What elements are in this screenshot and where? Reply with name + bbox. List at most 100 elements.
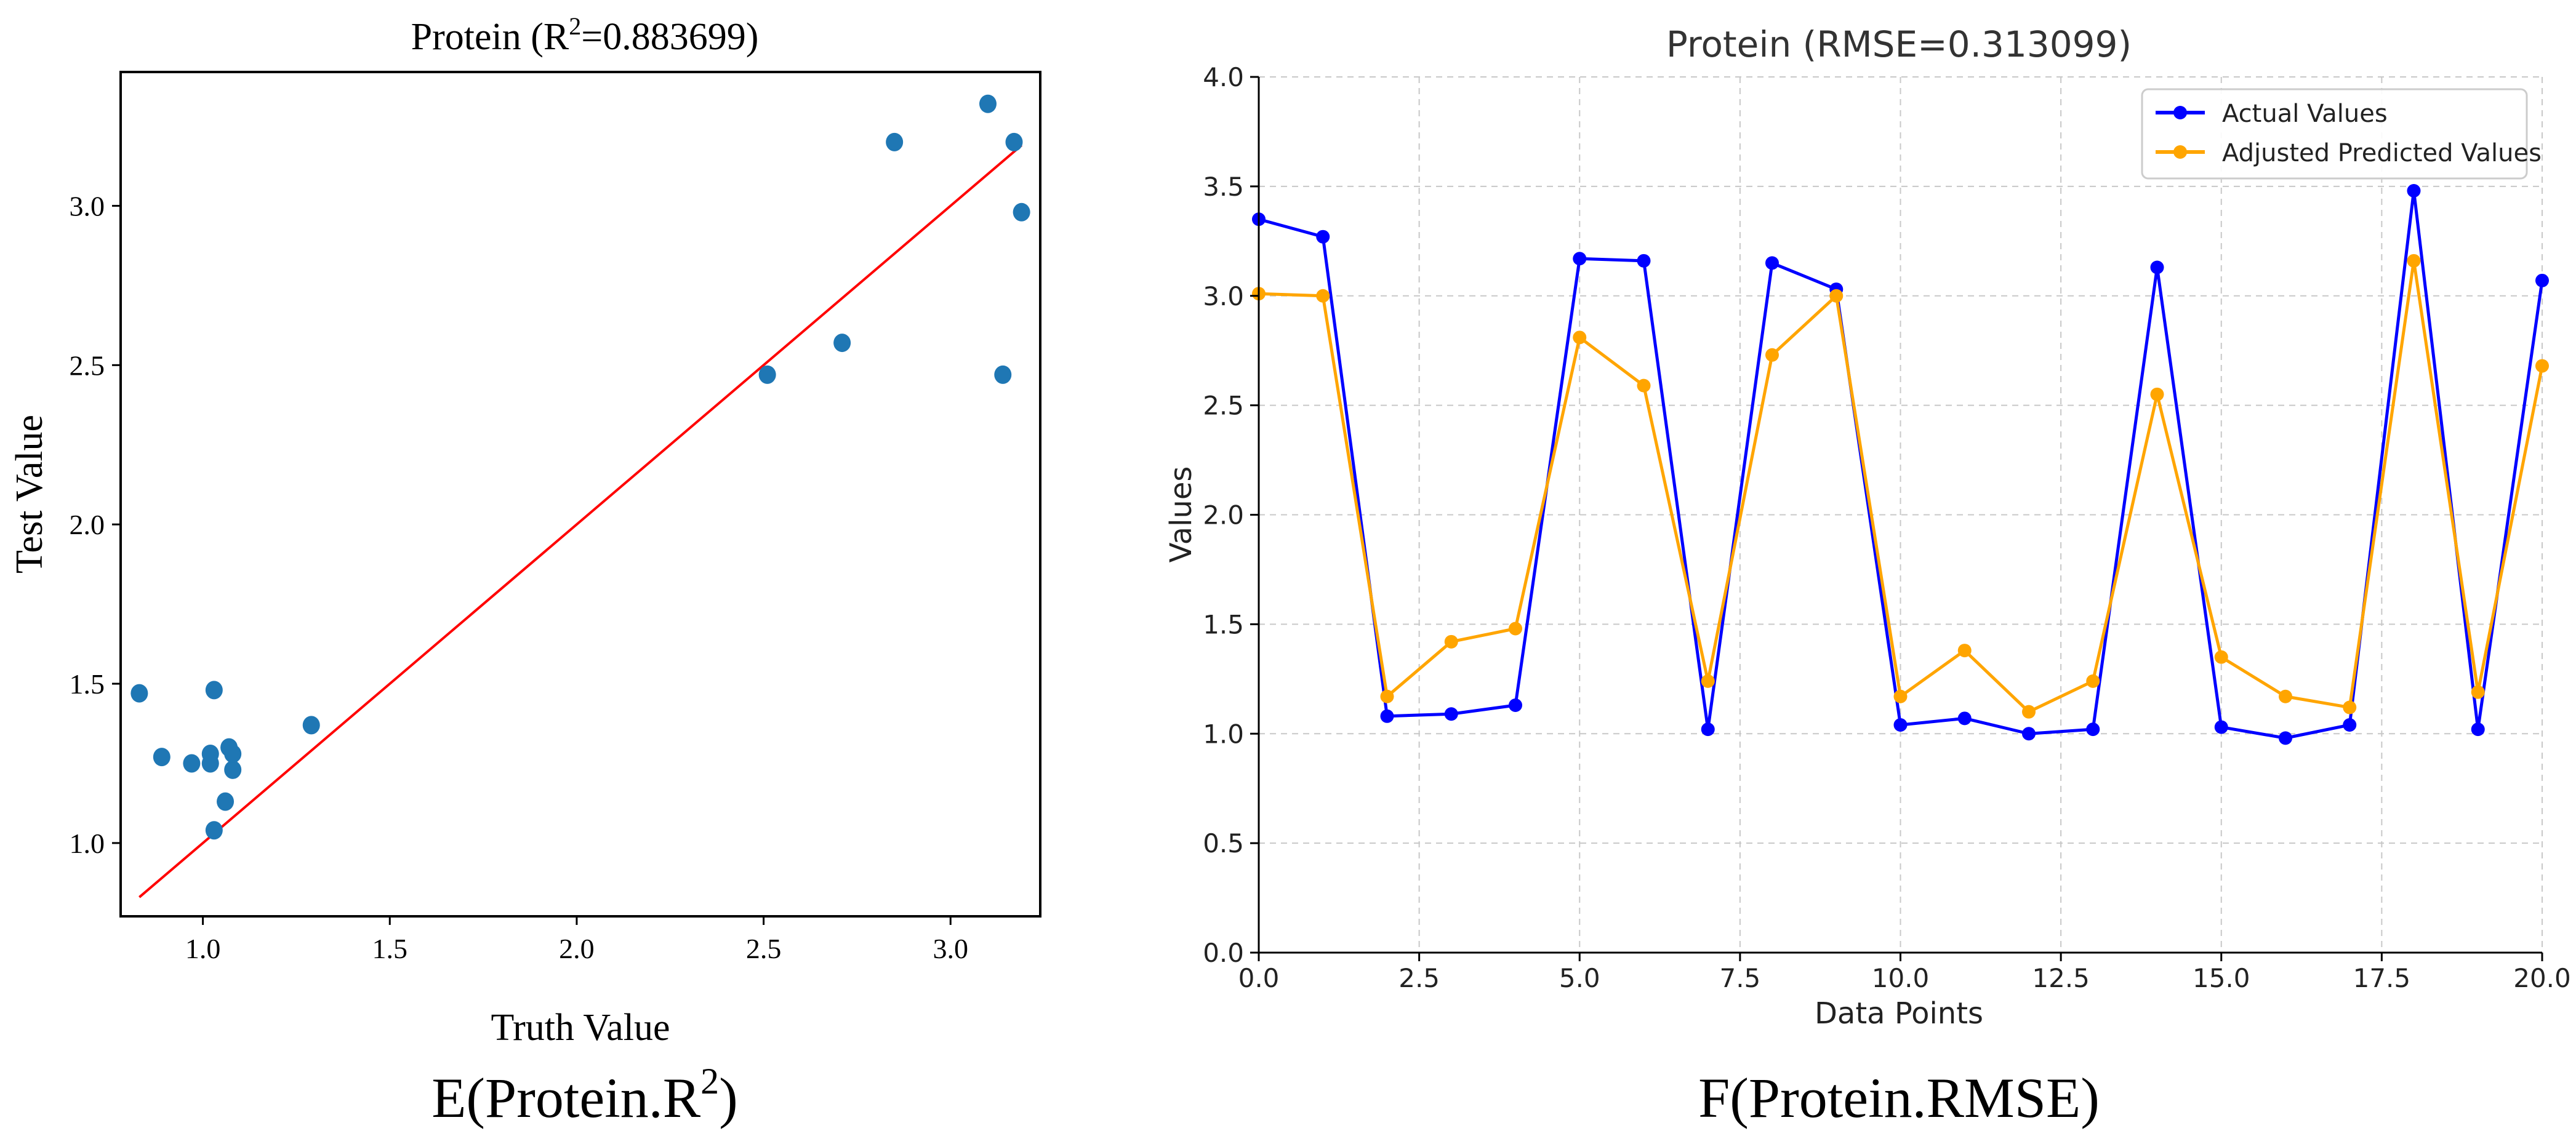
series-point-actual-values [1637, 254, 1651, 268]
scatter-point [224, 760, 242, 779]
scatter-point [130, 684, 148, 703]
scatter-point [994, 365, 1012, 384]
scatter-caption: E(Protein.R2) [431, 1061, 738, 1129]
series-point-actual-values [2279, 731, 2292, 745]
series-point-adjusted-predicted-values [2343, 700, 2357, 714]
scatter-point [201, 754, 219, 773]
fit-line [138, 144, 1022, 898]
scatter-point [1005, 132, 1023, 151]
series-point-adjusted-predicted-values [2535, 359, 2549, 373]
series-point-adjusted-predicted-values [2150, 387, 2164, 401]
line-y-tick-label: 0.0 [1203, 938, 1244, 968]
series-point-adjusted-predicted-values [2214, 650, 2228, 664]
scatter-point [205, 821, 223, 840]
line-x-label: Data Points [1815, 996, 1983, 1031]
series-point-actual-values [1380, 709, 1394, 723]
series-point-actual-values [2022, 727, 2036, 741]
series-point-actual-values [1444, 707, 1458, 721]
scatter-y-tick-label: 2.0 [70, 509, 105, 540]
scatter-y-label: Test Value [9, 415, 50, 574]
scatter-point [1013, 202, 1030, 222]
scatter-x-tick-label: 2.0 [559, 933, 595, 964]
series-point-adjusted-predicted-values [2407, 254, 2421, 268]
scatter-y-tick-label: 1.5 [70, 668, 105, 700]
line-series-group [1252, 183, 2549, 745]
series-point-adjusted-predicted-values [2471, 685, 2485, 699]
series-point-adjusted-predicted-values [2279, 689, 2292, 703]
series-point-adjusted-predicted-values [1829, 289, 1844, 303]
series-point-adjusted-predicted-values [1765, 348, 1779, 362]
series-point-adjusted-predicted-values [1957, 644, 1972, 658]
series-point-adjusted-predicted-values [1637, 378, 1651, 393]
series-point-adjusted-predicted-values [1444, 634, 1458, 649]
series-point-adjusted-predicted-values [1316, 289, 1330, 303]
series-point-adjusted-predicted-values [1893, 689, 1908, 703]
line-y-tick-label: 4.0 [1203, 62, 1244, 92]
series-point-actual-values [2086, 722, 2100, 737]
line-x-tick-label: 20.0 [2513, 963, 2571, 993]
series-point-actual-values [1509, 698, 1522, 713]
scatter-plot-frame [119, 71, 1041, 918]
line-title: Protein (RMSE=0.313099) [1666, 23, 2132, 65]
scatter-plot-area [130, 94, 1030, 898]
line-y-tick-label: 1.0 [1203, 719, 1244, 749]
scatter-x-axis: 1.0 1.5 2.0 2.5 3.0 [185, 916, 968, 964]
line-x-tick-label: 5.0 [1559, 963, 1600, 993]
scatter-point [979, 94, 997, 113]
line-x-tick-label: 0.0 [1238, 963, 1280, 993]
scatter-point [217, 792, 235, 811]
series-point-actual-values [1893, 718, 1908, 732]
scatter-x-label: Truth Value [491, 1007, 670, 1049]
series-point-actual-values [1573, 252, 1587, 266]
legend-label-adjusted-predicted-values: Adjusted Predicted Values [2222, 139, 2542, 167]
series-point-adjusted-predicted-values [1509, 622, 1522, 636]
scatter-title: Protein (R2=0.883699) [411, 12, 759, 58]
legend-marker-adjusted-predicted-values [2173, 145, 2187, 159]
line-grid [1258, 76, 2543, 953]
line-y-tick-label: 3.0 [1203, 281, 1244, 311]
scatter-x-tick-label: 1.0 [185, 933, 221, 964]
scatter-y-tick-label: 1.0 [70, 828, 105, 859]
line-legend: Actual Values Adjusted Predicted Values [2141, 88, 2542, 180]
line-x-tick-label: 7.5 [1719, 963, 1760, 993]
scatter-point [758, 365, 776, 384]
line-x-tick-label: 2.5 [1398, 963, 1440, 993]
scatter-x-tick-label: 2.5 [746, 933, 782, 964]
scatter-x-tick-label: 3.0 [933, 933, 968, 964]
series-point-actual-values [2150, 260, 2164, 274]
series-point-adjusted-predicted-values [1573, 330, 1587, 345]
series-point-actual-values [2471, 722, 2485, 737]
series-point-actual-values [1765, 256, 1779, 270]
series-point-adjusted-predicted-values [1380, 689, 1394, 703]
scatter-point [153, 748, 171, 767]
legend-marker-actual-values [2173, 106, 2187, 119]
series-point-actual-values [2214, 720, 2228, 734]
series-point-adjusted-predicted-values [2086, 674, 2100, 688]
series-point-actual-values [2535, 273, 2549, 287]
series-point-actual-values [2407, 183, 2421, 198]
line-y-axis: 0.0 0.5 1.0 1.5 2.0 2.5 3.0 3.5 4.0 [1203, 62, 1259, 968]
line-y-tick-label: 0.5 [1203, 828, 1244, 858]
scatter-y-tick-label: 2.5 [70, 350, 105, 381]
line-x-tick-label: 17.5 [2353, 963, 2411, 993]
line-x-tick-label: 10.0 [1872, 963, 1930, 993]
scatter-point [833, 334, 851, 353]
series-point-actual-values [1701, 722, 1715, 737]
scatter-point [205, 681, 223, 700]
series-point-adjusted-predicted-values [2022, 705, 2036, 719]
line-x-axis: 0.0 2.5 5.0 7.5 10.0 12.5 15.0 17.5 20.0 [1238, 953, 2571, 993]
scatter-point [183, 754, 201, 773]
line-y-tick-label: 3.5 [1203, 172, 1244, 202]
series-point-adjusted-predicted-values [1701, 674, 1715, 688]
scatter-point [224, 744, 242, 763]
line-caption: F(Protein.RMSE) [1698, 1066, 2100, 1129]
scatter-point [886, 132, 904, 151]
legend-label-actual-values: Actual Values [2222, 100, 2388, 128]
scatter-y-tick-label: 3.0 [70, 190, 105, 222]
line-y-tick-label: 2.5 [1203, 391, 1244, 421]
scatter-point [302, 716, 320, 735]
line-chart: 0.0 2.5 5.0 7.5 10.0 12.5 15.0 17.5 20.0 0.0 0.5 1… [1164, 23, 2571, 1129]
line-x-tick-label: 12.5 [2032, 963, 2090, 993]
series-point-actual-values [1957, 711, 1972, 726]
